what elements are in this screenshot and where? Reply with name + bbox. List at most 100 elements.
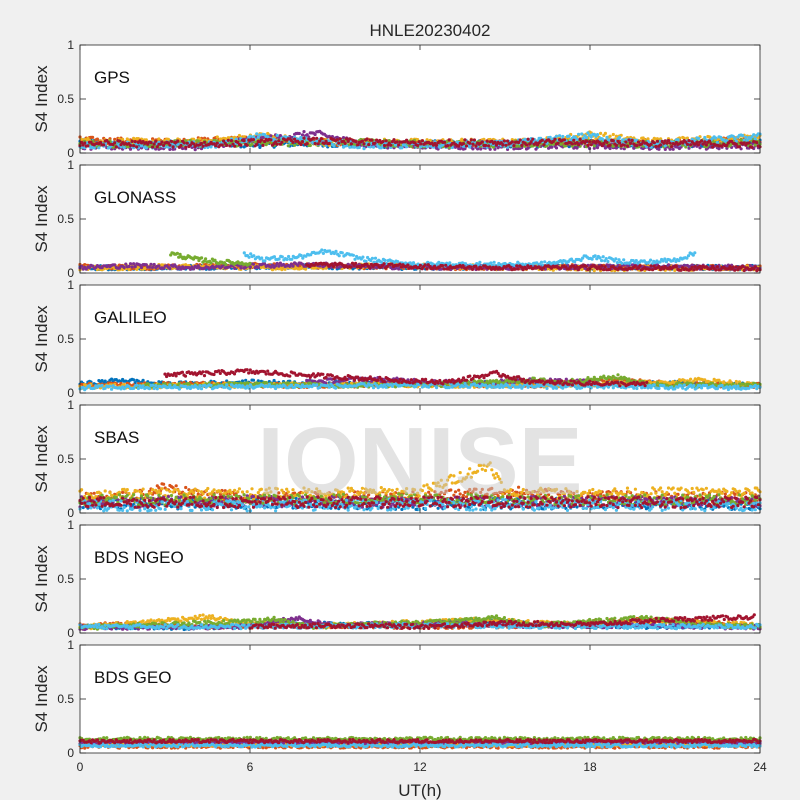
data-point (204, 257, 208, 261)
data-point (586, 143, 590, 147)
data-point (695, 140, 699, 144)
data-point (305, 142, 309, 146)
data-point (181, 146, 185, 151)
data-point (102, 143, 106, 147)
data-point (255, 142, 259, 146)
data-point (520, 143, 524, 147)
data-point (136, 137, 140, 141)
data-point (280, 268, 284, 272)
data-point (92, 146, 96, 150)
data-point (200, 256, 204, 260)
data-point (396, 260, 400, 264)
data-point (689, 143, 693, 147)
data-point (714, 136, 718, 140)
data-point (558, 134, 562, 138)
data-point (133, 140, 137, 144)
data-point (698, 146, 702, 150)
data-point (361, 255, 365, 259)
data-point (127, 264, 131, 269)
data-point (283, 267, 287, 271)
data-point (321, 251, 325, 255)
data-point (649, 142, 653, 146)
data-point (132, 262, 136, 266)
data-point (717, 147, 721, 151)
data-point (367, 143, 371, 147)
data-point (132, 144, 136, 148)
data-point (526, 137, 530, 141)
data-point (144, 138, 148, 142)
data-point (474, 144, 478, 148)
data-point (382, 143, 387, 148)
data-point (627, 138, 631, 142)
data-point (114, 145, 118, 149)
data-point (635, 144, 639, 148)
data-point (442, 140, 447, 144)
data-point (704, 143, 709, 147)
data-point (425, 145, 429, 149)
data-point (280, 255, 284, 259)
data-point (510, 140, 514, 144)
data-point (291, 264, 295, 268)
data-point (561, 134, 565, 139)
y-tick-label: 0.5 (57, 92, 74, 106)
data-point (575, 146, 579, 150)
data-point (337, 141, 341, 145)
data-point (286, 144, 290, 148)
data-point (608, 143, 612, 147)
data-point (395, 140, 399, 144)
data-point (501, 143, 505, 147)
data-point (354, 140, 358, 144)
data-point (327, 141, 331, 146)
data-point (397, 143, 401, 147)
data-point (233, 144, 237, 148)
data-point (122, 146, 126, 150)
data-point (673, 268, 677, 272)
data-point (373, 141, 377, 145)
data-point (255, 132, 259, 136)
data-point (502, 139, 506, 143)
data-point (316, 142, 320, 146)
data-point (464, 262, 468, 266)
data-point (577, 132, 581, 136)
data-point (636, 140, 641, 144)
data-point (621, 138, 625, 142)
data-point (251, 262, 256, 266)
data-point (248, 261, 252, 265)
data-point (584, 135, 589, 140)
data-point (518, 138, 522, 142)
data-point (151, 145, 155, 149)
data-point (657, 147, 661, 151)
data-point (748, 264, 753, 268)
data-point (245, 143, 249, 147)
data-point (461, 142, 465, 146)
data-point (685, 142, 690, 146)
data-point (420, 139, 424, 143)
data-point (277, 139, 281, 143)
data-point (151, 137, 155, 141)
data-point (572, 138, 576, 142)
data-point (285, 257, 289, 261)
data-point (405, 145, 409, 149)
data-point (469, 138, 473, 142)
data-point (747, 141, 751, 145)
data-point (370, 256, 374, 260)
data-point (251, 138, 256, 142)
data-point (618, 141, 622, 145)
data-point (670, 145, 674, 149)
data-point (168, 143, 172, 147)
data-point (700, 139, 704, 143)
data-point (128, 262, 133, 266)
data-point (618, 135, 622, 139)
data-point (614, 143, 619, 147)
data-point (340, 251, 344, 255)
data-point (343, 141, 347, 145)
data-point (297, 131, 301, 136)
data-point (272, 255, 276, 259)
data-point (580, 132, 584, 136)
data-point (447, 138, 451, 142)
data-point (169, 139, 174, 143)
data-point (711, 145, 715, 149)
data-point (373, 256, 378, 260)
data-point (487, 144, 491, 148)
